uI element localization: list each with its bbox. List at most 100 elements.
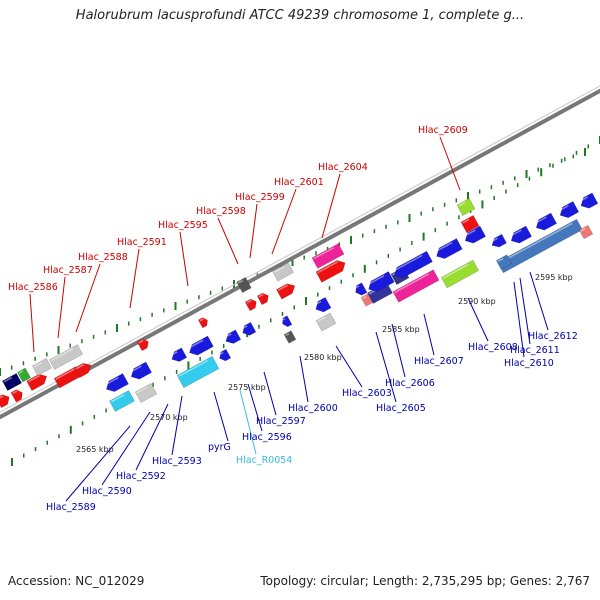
bottom-label-leader: [423, 313, 435, 356]
upper-gene-7: [17, 367, 31, 383]
upper-gene-1: [10, 389, 23, 403]
upper-gene-9: [136, 338, 149, 352]
lower-gene-0-shape: [106, 373, 129, 392]
bottom-label-leader: [375, 331, 397, 403]
upper-gene-9-gloss: [138, 339, 144, 344]
lower-gene-2-shape: [109, 390, 135, 412]
lower-gene-5-gloss: [187, 339, 204, 349]
upper-gene-12-gloss: [258, 293, 264, 298]
lower-gene-3-shape: [134, 383, 158, 403]
lower-gene-10-shape: [282, 315, 293, 328]
gene-label-bottom: Hlac_2606: [385, 378, 435, 389]
lower-gene-22-shape: [559, 201, 580, 218]
upper-gene-10: [197, 317, 208, 329]
gene-label-bottom: Hlac_2592: [116, 471, 166, 482]
gene-label-top: Hlac_2595: [158, 220, 208, 231]
upper-gene-13-gloss: [277, 284, 289, 291]
upper-gene-0-gloss: [0, 395, 4, 400]
upper-gene-13-shape: [276, 283, 296, 300]
lower-gene-15-gloss: [366, 275, 385, 286]
label-leaders: [29, 136, 549, 502]
top-label-leader: [249, 203, 258, 259]
lower-gene-26-gloss: [497, 257, 504, 262]
upper-gene-19-gloss: [458, 201, 466, 207]
upper-gene-6-gloss: [33, 361, 43, 368]
gene-label-top: Hlac_2588: [78, 252, 128, 263]
kbp-marker-label: 2595 kbp: [535, 273, 573, 282]
upper-gene-18-shape: [460, 215, 480, 233]
top-label-leader: [179, 231, 189, 287]
top-label-leader: [29, 293, 35, 353]
upper-gene-4-shape: [74, 362, 92, 378]
lower-gene-12-shape: [315, 297, 332, 313]
upper-gene-10-gloss: [199, 318, 204, 322]
gene-label-top: Hlac_2601: [274, 177, 324, 188]
backbone-highlight: [0, 85, 600, 413]
lower-gene-0: [104, 373, 129, 392]
gene-label-bottom: Hlac_2610: [504, 358, 554, 369]
top-label-leader: [439, 136, 461, 191]
upper-gene-5-gloss: [50, 348, 74, 362]
upper-gene-21-gloss: [394, 273, 430, 294]
gene-label-bottom: Hlac_2593: [152, 456, 202, 467]
gene-label-bottom: Hlac_2603: [342, 388, 392, 399]
lower-gene-3: [134, 383, 158, 403]
gene-label-bottom: Hlac_2612: [528, 331, 578, 342]
lower-gene-4: [170, 347, 188, 362]
gene-label-bottom: pyrG: [208, 442, 231, 453]
top-label-leader: [217, 217, 239, 265]
gene-label-bottom: Hlac_2589: [46, 502, 96, 513]
top-label-leader: [129, 248, 140, 309]
lower-gene-23-shape: [580, 192, 599, 209]
upper-gene-19-shape: [456, 198, 476, 216]
lower-gene-18-gloss: [463, 229, 476, 237]
lower-gene-9-gloss: [241, 325, 248, 330]
lower-gene-6-shape: [176, 355, 220, 389]
gene-labels: Hlac_2586 Hlac_2587 Hlac_2588 Hlac_2591 Hlac…: [8, 125, 578, 513]
lower-gene-17: [434, 238, 463, 259]
lower-gene-14: [354, 282, 368, 296]
lower-gene-16-shape: [394, 250, 433, 279]
lower-gene-12-gloss: [314, 300, 322, 306]
bottom-label-leader: [65, 425, 131, 502]
upper-gene-7-gloss: [18, 370, 24, 374]
lower-gene-26: [496, 254, 512, 270]
lower-gene-6: [176, 355, 220, 389]
upper-gene-2-shape: [26, 373, 48, 391]
lower-gene-15-shape: [368, 271, 395, 292]
lower-gene-22: [558, 201, 580, 218]
kbp-marker-label: 2580 kbp: [304, 353, 342, 362]
upper-gene-8: [2, 373, 22, 391]
lower-gene-19: [490, 233, 507, 248]
gene-label-bottom: Hlac_2611: [510, 345, 560, 356]
lower-gene-7: [218, 348, 232, 362]
lower-gene-8: [224, 329, 242, 344]
upper-gene-21: [392, 269, 440, 303]
lower-gene-9-shape: [242, 321, 257, 336]
gene-label-bottom: Hlac_2597: [256, 416, 306, 427]
lower-gene-8-shape: [225, 329, 242, 344]
bottom-label-leader: [529, 271, 549, 331]
lower-gene-2-gloss: [110, 394, 125, 403]
gene-label-top: Hlac_2591: [117, 237, 167, 248]
bottom-label-leader: [213, 391, 229, 442]
lower-gene-7-gloss: [218, 351, 224, 356]
upper-gene-7-shape: [17, 367, 31, 383]
lower-gene-7-shape: [219, 348, 232, 362]
upper-gene-0: [0, 394, 10, 409]
lower-gene-18-shape: [464, 225, 486, 244]
upper-gene-2: [26, 373, 48, 391]
lower-gene-6-gloss: [178, 359, 209, 377]
lower-gene-21: [534, 212, 557, 231]
upper-gene-15-gloss: [237, 279, 244, 284]
bottom-label-leader: [335, 345, 363, 388]
gene-label-bottom: Hlac_2596: [242, 432, 292, 443]
upper-gene-14-shape: [272, 262, 294, 282]
lower-gene-14-gloss: [354, 285, 360, 290]
lower-gene-14-shape: [355, 282, 368, 296]
kbp-marker-label: 2575 kbp: [228, 383, 266, 392]
lower-gene-12: [314, 297, 332, 313]
upper-gene-4: [74, 362, 92, 378]
lower-gene-10-gloss: [281, 317, 286, 322]
